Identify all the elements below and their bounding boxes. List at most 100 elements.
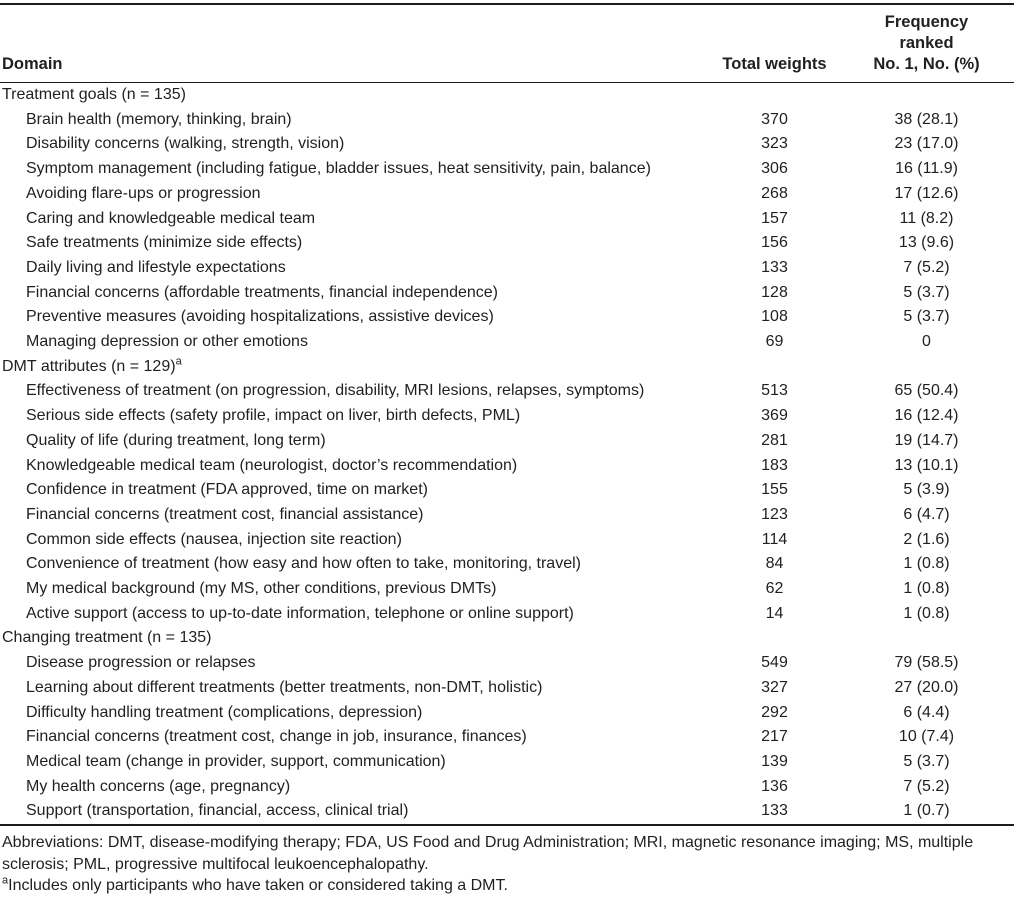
table-row: Daily living and lifestyle expectations 1… <box>0 256 1014 281</box>
table-row: Financial concerns (treatment cost, chan… <box>0 725 1014 750</box>
row-label: My medical background (my MS, other cond… <box>26 580 497 598</box>
row-frequency: 7 (5.2) <box>903 777 950 795</box>
row-label: Serious side effects (safety profile, im… <box>26 407 521 425</box>
row-label: My health concerns (age, pregnancy) <box>26 777 291 795</box>
table-row: Managing depression or other emotions 69 0 <box>0 330 1014 355</box>
row-frequency: 16 (12.4) <box>894 407 959 425</box>
row-frequency: 17 (12.6) <box>894 184 959 202</box>
row-frequency: 1 (0.8) <box>903 580 950 598</box>
table-row: Medical team (change in provider, suppor… <box>0 750 1014 775</box>
row-frequency: 13 (10.1) <box>894 456 959 474</box>
row-label: Daily living and lifestyle expectations <box>26 258 286 276</box>
row-label: Financial concerns (affordable treatment… <box>26 283 498 301</box>
table-row: Disease progression or relapses 549 79 (58… <box>0 651 1014 676</box>
row-frequency: 1 (0.8) <box>903 555 950 573</box>
row-frequency: 5 (3.7) <box>903 308 950 326</box>
frequency-header-line2: No. 1, No. (%) <box>873 55 980 73</box>
row-label: Effectiveness of treatment (on progressi… <box>26 382 645 400</box>
section-title: Changing treatment (n = 135) <box>2 629 212 647</box>
table-row: Disability concerns (walking, strength, … <box>0 132 1014 157</box>
row-frequency: 16 (11.9) <box>895 160 958 178</box>
row-frequency: 0 <box>922 333 931 351</box>
table-row: Symptom management (including fatigue, b… <box>0 157 1014 182</box>
row-frequency: 19 (14.7) <box>894 431 959 449</box>
table-row: Avoiding flare-ups or progression 268 17 (… <box>0 182 1014 207</box>
row-total-weights: 327 <box>761 678 788 696</box>
section-header-row: Changing treatment (n = 135) <box>0 626 1014 651</box>
table-row: Financial concerns (affordable treatment… <box>0 281 1014 306</box>
section-header-row: Treatment goals (n = 135) <box>0 83 1014 108</box>
row-total-weights: 139 <box>761 752 788 770</box>
table-footnotes: Abbreviations: DMT, disease-modifying th… <box>0 826 1014 897</box>
row-total-weights: 128 <box>761 283 788 301</box>
section-title: Treatment goals (n = 135) <box>2 86 186 103</box>
row-total-weights: 155 <box>761 481 788 499</box>
table-row: My health concerns (age, pregnancy) 136 7 … <box>0 775 1014 800</box>
row-total-weights: 217 <box>761 728 788 746</box>
row-total-weights: 123 <box>761 505 788 523</box>
domain-weights-table: Domain Total weights Frequency ranked No… <box>0 3 1014 827</box>
abbreviations-note: Abbreviations: DMT, disease-modifying th… <box>2 834 974 873</box>
row-label: Confidence in treatment (FDA approved, t… <box>26 481 428 499</box>
table-row: Serious side effects (safety profile, im… <box>0 404 1014 429</box>
row-total-weights: 108 <box>761 308 788 326</box>
row-total-weights: 69 <box>765 333 784 351</box>
row-frequency: 13 (9.6) <box>898 234 955 252</box>
row-label: Preventive measures (avoiding hospitaliz… <box>26 308 494 326</box>
row-label: Difficulty handling treatment (complicat… <box>26 703 423 721</box>
table-row: Confidence in treatment (FDA approved, t… <box>0 478 1014 503</box>
table-row: Financial concerns (treatment cost, fina… <box>0 503 1014 528</box>
row-total-weights: 136 <box>761 777 788 795</box>
superscript-marker: a <box>175 355 182 368</box>
row-label: Common side effects (nausea, injection s… <box>26 530 402 548</box>
row-frequency: 2 (1.6) <box>903 530 950 548</box>
row-total-weights: 133 <box>761 802 788 820</box>
frequency-header-line1: Frequency ranked <box>884 13 969 52</box>
row-total-weights: 14 <box>765 604 784 622</box>
row-total-weights: 323 <box>761 135 788 153</box>
row-total-weights: 306 <box>761 160 788 178</box>
row-label: Safe treatments (minimize side effects) <box>26 234 303 252</box>
row-label: Support (transportation, financial, acce… <box>26 802 409 820</box>
column-header-total-weights: Total weights <box>692 4 857 83</box>
row-total-weights: 157 <box>761 209 788 227</box>
row-frequency: 1 (0.8) <box>903 604 950 622</box>
section-header-row: DMT attributes (n = 129)a <box>0 355 1014 380</box>
row-label: Convenience of treatment (how easy and h… <box>26 555 581 573</box>
row-total-weights: 62 <box>765 580 784 598</box>
row-label: Symptom management (including fatigue, b… <box>26 160 651 178</box>
row-label: Quality of life (during treatment, long … <box>26 431 326 449</box>
table-row: Quality of life (during treatment, long … <box>0 429 1014 454</box>
row-label: Medical team (change in provider, suppor… <box>26 752 446 770</box>
column-header-frequency-ranked: Frequency ranked No. 1, No. (%) <box>857 4 1014 83</box>
table-row: Safe treatments (minimize side effects) 1… <box>0 231 1014 256</box>
row-total-weights: 133 <box>761 258 788 276</box>
row-total-weights: 156 <box>761 234 788 252</box>
table-row: Knowledgeable medical team (neurologist,… <box>0 454 1014 479</box>
row-frequency: 6 (4.7) <box>903 505 950 523</box>
row-total-weights: 114 <box>761 530 788 548</box>
row-total-weights: 549 <box>761 654 788 672</box>
footnote-a: aIncludes only participants who have tak… <box>2 875 1012 897</box>
table-row: Difficulty handling treatment (complicat… <box>0 701 1014 726</box>
table-row: Brain health (memory, thinking, brain) 37… <box>0 108 1014 133</box>
row-total-weights: 369 <box>761 407 788 425</box>
table-body: Treatment goals (n = 135) Brain health (m… <box>0 83 1014 826</box>
row-label: Caring and knowledgeable medical team <box>26 209 316 227</box>
row-total-weights: 281 <box>761 431 788 449</box>
row-total-weights: 370 <box>761 110 788 128</box>
row-frequency: 6 (4.4) <box>903 703 950 721</box>
column-header-domain: Domain <box>0 4 692 83</box>
row-label: Avoiding flare-ups or progression <box>26 184 261 202</box>
row-frequency: 38 (28.1) <box>894 110 959 128</box>
row-total-weights: 84 <box>765 555 784 573</box>
row-frequency: 65 (50.4) <box>894 382 959 400</box>
row-label: Knowledgeable medical team (neurologist,… <box>26 456 518 474</box>
row-frequency: 7 (5.2) <box>903 258 950 276</box>
table-row: Effectiveness of treatment (on progressi… <box>0 379 1014 404</box>
table-row: Common side effects (nausea, injection s… <box>0 528 1014 553</box>
table-row: Caring and knowledgeable medical team 157… <box>0 207 1014 232</box>
row-total-weights: 183 <box>761 456 788 474</box>
table-row: My medical background (my MS, other cond… <box>0 577 1014 602</box>
table-row: Support (transportation, financial, acce… <box>0 799 1014 825</box>
